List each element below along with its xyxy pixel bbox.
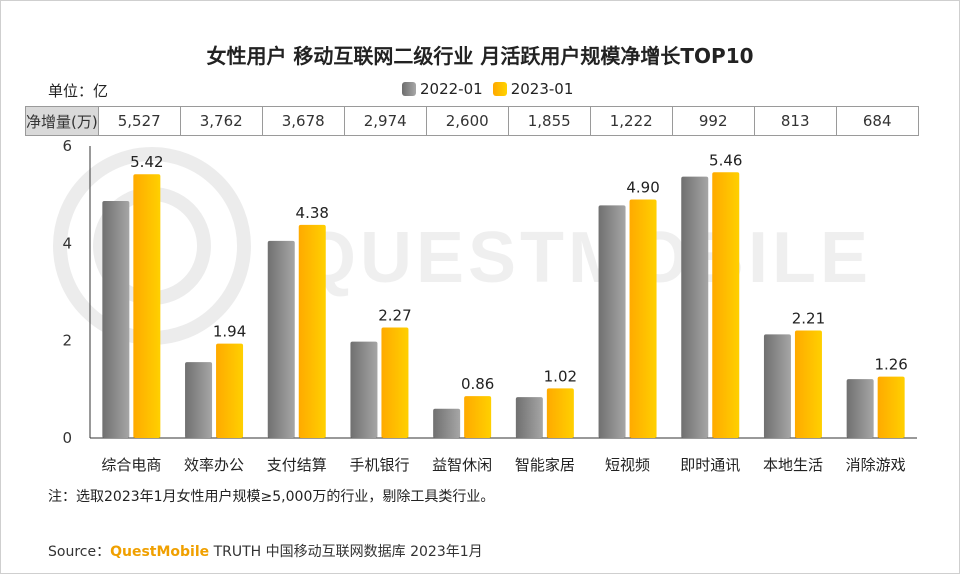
data-label: 1.26 (874, 356, 907, 374)
table-row: 净增量(万) 5,527 3,762 3,678 2,974 2,600 1,8… (25, 106, 919, 136)
bar-2022-01-消除游戏 (846, 379, 874, 438)
data-label: 4.90 (626, 179, 659, 197)
legend-label-2022: 2022-01 (420, 80, 483, 98)
x-tick-label: 手机银行 (349, 456, 409, 474)
table-cell: 3,678 (261, 106, 345, 136)
y-tick-label: 6 (62, 137, 72, 155)
bar-2022-01-手机银行 (350, 341, 378, 438)
bar-2022-01-本地生活 (763, 334, 791, 438)
table-cell: 2,600 (425, 106, 509, 136)
bar-2022-01-支付结算 (267, 240, 295, 438)
data-label: 2.27 (378, 307, 411, 325)
table-header-cell: 净增量(万) (25, 106, 99, 136)
data-label: 1.02 (544, 367, 577, 385)
bar-2023-01-支付结算 (298, 224, 326, 438)
x-tick-label: 即时通讯 (680, 456, 740, 474)
x-tick-label: 智能家居 (515, 456, 575, 474)
legend-item-2023: 2023-01 (492, 80, 574, 98)
bar-2022-01-综合电商 (102, 200, 130, 438)
table-cell: 684 (835, 106, 919, 136)
y-tick-label: 4 (62, 234, 72, 252)
bar-2022-01-短视频 (598, 205, 626, 438)
x-tick-label: 支付结算 (267, 456, 327, 474)
legend: 2022-01 2023-01 (402, 80, 583, 98)
x-tick-label: 益智休闲 (432, 456, 492, 474)
bar-2022-01-智能家居 (515, 397, 543, 438)
table-cell: 1,855 (507, 106, 591, 136)
source-prefix: Source： (48, 544, 111, 560)
x-tick-label: 综合电商 (101, 456, 161, 474)
bar-2023-01-智能家居 (546, 388, 574, 438)
data-label: 1.94 (213, 323, 246, 341)
net-growth-table: 净增量(万) 5,527 3,762 3,678 2,974 2,600 1,8… (25, 106, 919, 136)
data-label: 2.21 (792, 309, 825, 327)
bar-2022-01-即时通讯 (681, 176, 709, 438)
legend-swatch-2022 (402, 82, 416, 96)
footnote: 注：选取2023年1月女性用户规模≥5,000万的行业，剔除工具类行业。 (48, 489, 495, 505)
data-label: 5.42 (130, 153, 163, 171)
y-tick-label: 2 (62, 332, 72, 350)
x-tick-label: 消除游戏 (846, 456, 906, 474)
table-cell: 2,974 (343, 106, 427, 136)
legend-label-2023: 2023-01 (510, 80, 574, 98)
data-label: 4.38 (296, 204, 329, 222)
bar-2023-01-短视频 (629, 199, 657, 438)
bar-2023-01-益智休闲 (464, 396, 492, 438)
watermark-text: QUESTMOBILE (300, 218, 872, 298)
chart-title: 女性用户 移动互联网二级行业 月活跃用户规模净增长TOP10 (206, 44, 754, 68)
bar-2022-01-益智休闲 (433, 408, 461, 438)
table-cell: 3,762 (179, 106, 263, 136)
bar-2023-01-效率办公 (216, 343, 244, 438)
x-tick-label: 短视频 (605, 456, 650, 474)
x-tick-label: 效率办公 (184, 456, 244, 474)
y-tick-label: 0 (62, 429, 72, 447)
table-cell: 1,222 (589, 106, 673, 136)
legend-swatch-2023 (492, 82, 507, 96)
bar-2023-01-消除游戏 (877, 376, 905, 438)
bar-2023-01-本地生活 (794, 330, 822, 438)
table-cell: 992 (671, 106, 755, 136)
table-cell: 813 (753, 106, 837, 136)
table-cell: 5,527 (97, 106, 181, 136)
data-label: 0.86 (461, 375, 494, 393)
x-tick-label: 本地生活 (763, 456, 823, 474)
legend-item-2022: 2022-01 (402, 80, 483, 98)
source-rest: TRUTH 中国移动互联网数据库 2023年1月 (209, 544, 483, 560)
source-line: Source：QuestMobile TRUTH 中国移动互联网数据库 2023… (48, 541, 483, 561)
unit-label: 单位：亿 (48, 82, 109, 100)
bar-2023-01-手机银行 (381, 327, 409, 438)
bar-2022-01-效率办公 (185, 362, 213, 438)
data-label: 5.46 (709, 151, 742, 169)
source-brand: QuestMobile (110, 544, 210, 560)
bar-2023-01-综合电商 (133, 174, 161, 438)
bar-2023-01-即时通讯 (712, 172, 740, 438)
